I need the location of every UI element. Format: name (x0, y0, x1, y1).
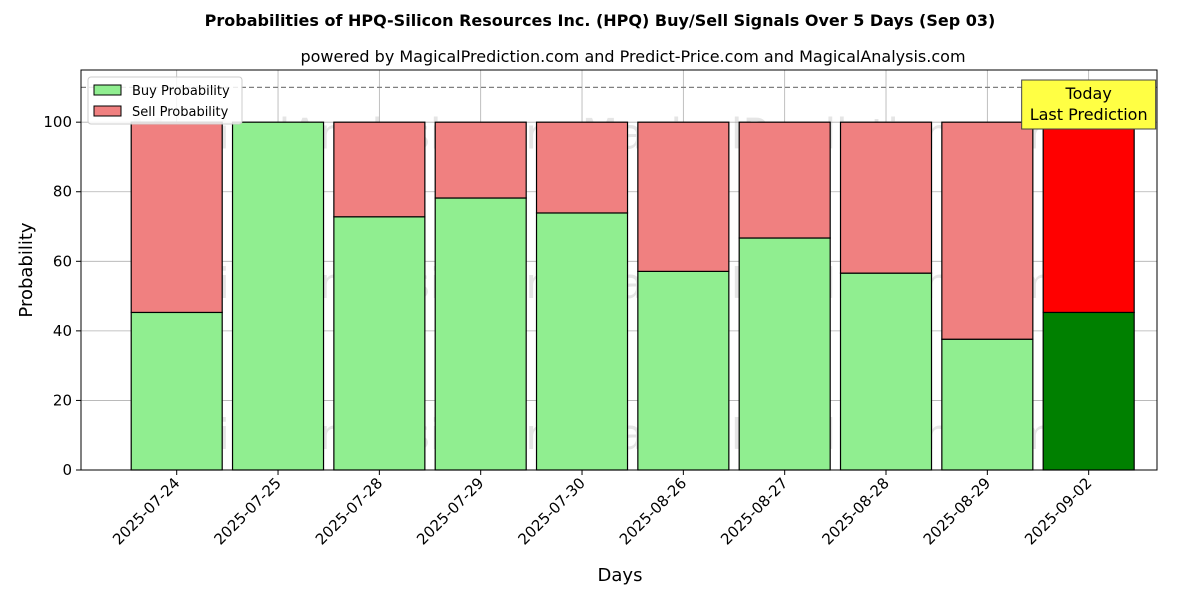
x-tick-label: 2025-07-28 (312, 474, 386, 548)
legend: Buy Probability Sell Probability (87, 76, 243, 125)
x-axis-label: Days (598, 565, 643, 586)
buy-bar (839, 272, 933, 471)
chart-title: Probabilities of HPQ-Silicon Resources I… (205, 11, 996, 30)
legend-swatch (93, 84, 122, 96)
buy-bar (130, 311, 223, 471)
bars (130, 121, 1135, 471)
legend-box (87, 76, 243, 125)
x-tick-label: 2025-07-24 (109, 474, 183, 548)
x-tick-label: 2025-07-25 (210, 474, 284, 548)
sell-bar (130, 121, 223, 314)
buy-bar (535, 212, 629, 471)
sell-bar (738, 121, 831, 239)
y-tick-label: 0 (62, 461, 72, 479)
sell-bar (535, 121, 629, 214)
buy-bar (434, 197, 527, 471)
legend-label: Sell Probability (132, 105, 229, 120)
y-tick-label: 20 (53, 391, 72, 409)
y-tick-label: 60 (53, 252, 72, 270)
x-tick-label: 2025-07-30 (514, 474, 588, 548)
plot-frame (80, 69, 1158, 471)
x-tick-label: 2025-08-29 (920, 474, 994, 548)
buy-bar (1042, 311, 1135, 471)
buy-bar (941, 338, 1034, 471)
sell-bar (1042, 121, 1135, 314)
sell-bar (941, 121, 1034, 340)
buy-bar (333, 216, 426, 471)
buy-bar (231, 121, 325, 471)
buy-bar (738, 237, 831, 471)
x-tick-label: 2025-08-27 (717, 474, 791, 548)
sell-bar (637, 121, 730, 272)
y-tick-label: 40 (53, 322, 72, 340)
legend-swatch (93, 105, 122, 117)
sell-bar (434, 121, 527, 199)
x-tick-label: 2025-07-29 (413, 474, 487, 548)
annotation-box (1021, 79, 1157, 130)
sell-bar (839, 121, 933, 274)
today-annotation: Today Last Prediction (1021, 79, 1157, 130)
y-tick-label: 80 (53, 183, 72, 201)
buy-bar (637, 270, 730, 471)
annotation-text: Last Prediction (1030, 105, 1148, 124)
chart-subtitle: powered by MagicalPrediction.com and Pre… (300, 47, 965, 66)
y-axis-label: Probability (16, 222, 37, 317)
x-tick-label: 2025-08-28 (818, 474, 892, 548)
x-tick-label: 2025-08-26 (616, 474, 690, 548)
sell-bar (333, 121, 426, 218)
y-tick-label: 100 (43, 113, 72, 131)
legend-label: Buy Probability (132, 84, 230, 99)
annotation-text: Today (1065, 84, 1112, 103)
x-tick-label: 2025-09-02 (1021, 474, 1095, 548)
